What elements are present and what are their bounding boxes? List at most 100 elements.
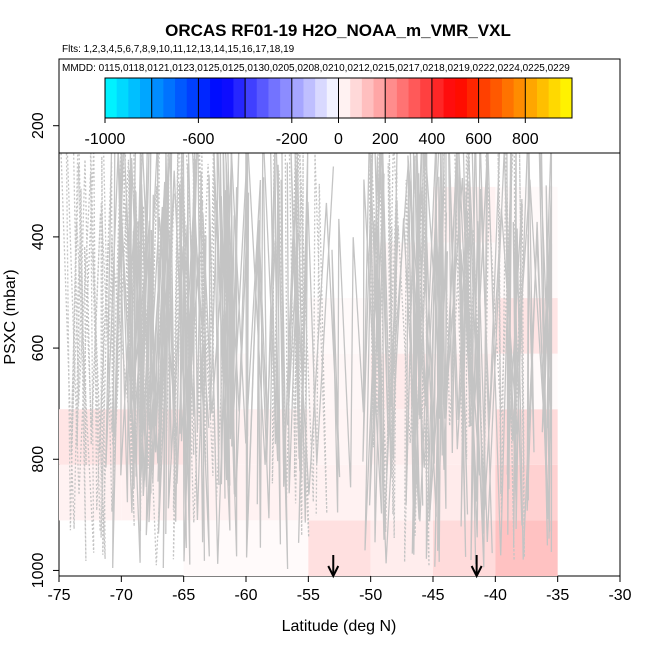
flights-label: Flts: 1,2,3,4,5,6,7,8,9,10,11,12,13,14,1… — [62, 44, 295, 55]
colorbar-swatch — [420, 78, 433, 118]
x-tick-label: -60 — [234, 587, 257, 604]
colorbar-swatch — [478, 78, 491, 118]
colorbar-swatch — [256, 78, 269, 118]
colorbar-swatch — [186, 78, 199, 118]
arrow-head — [470, 565, 483, 579]
data-cell — [495, 520, 558, 576]
colorbar-swatch — [315, 78, 328, 118]
y-tick-label: 1000 — [30, 553, 47, 589]
colorbar-swatch — [140, 78, 153, 118]
colorbar-swatch — [163, 78, 176, 118]
flight-trace — [295, 121, 335, 543]
y-axis-label: PSXC (mbar) — [2, 269, 19, 364]
x-axis-label: Latitude (deg N) — [282, 618, 397, 635]
flight-trace — [293, 125, 328, 516]
x-tick-label: -45 — [421, 587, 444, 604]
colorbar-ticks: -1000 -600 -200 0 200 400 600 800 — [85, 118, 539, 148]
colorbar-swatch — [361, 78, 375, 118]
colorbar-swatch — [105, 78, 118, 118]
colorbar-tick-label: -200 — [276, 131, 308, 148]
colorbar-tick-label: -600 — [182, 131, 214, 148]
colorbar — [104, 77, 573, 119]
colorbar-legend: MMDD: 0115,0118,0121,0123,0125,0125,0130… — [58, 58, 621, 154]
colorbar-swatch — [326, 78, 339, 118]
flight-trace — [166, 134, 195, 560]
colorbar-tick-label: -1000 — [85, 131, 126, 148]
x-axis: -75 -70 -65 -60 -55 -50 -45 -40 -35 -30 — [47, 576, 632, 604]
colorbar-swatch — [221, 78, 234, 118]
colorbar-swatch — [443, 78, 456, 118]
colorbar-swatch — [548, 78, 561, 118]
flight-trace — [59, 123, 102, 562]
y-tick-label: 200 — [30, 112, 47, 139]
flight-trace — [497, 135, 515, 561]
colorbar-swatch — [303, 78, 316, 118]
colorbar-swatch — [245, 78, 258, 118]
data-cell — [370, 520, 433, 576]
flight-trace — [403, 127, 430, 567]
x-tick-label: -65 — [172, 587, 195, 604]
arrow-head — [327, 565, 340, 579]
colorbar-swatch — [291, 78, 304, 118]
colorbar-swatch — [198, 78, 211, 118]
colorbar-swatch — [501, 78, 515, 118]
y-tick-label: 600 — [30, 335, 47, 362]
flight-trace — [112, 119, 178, 569]
flight-trace — [470, 126, 553, 561]
flight-trace — [184, 115, 215, 476]
flight-trace — [172, 125, 229, 523]
colorbar-swatch — [268, 78, 281, 118]
chart-title: ORCAS RF01-19 H2O_NOAA_m_VMR_VXL — [165, 21, 511, 40]
x-tick-label: -50 — [359, 587, 382, 604]
data-cell — [433, 520, 496, 576]
colorbar-swatch — [116, 78, 129, 118]
colorbar-tick-label: 400 — [419, 131, 446, 148]
marker-arrows — [327, 555, 483, 579]
flight-trace — [211, 120, 289, 570]
flight-trace — [284, 122, 310, 538]
colorbar-swatch — [396, 78, 410, 118]
colorbar-swatch — [151, 78, 164, 118]
colorbar-swatch — [338, 78, 351, 118]
colorbar-swatch — [560, 78, 573, 118]
colorbar-swatch — [373, 78, 386, 118]
colorbar-swatch — [490, 78, 503, 118]
data-cell — [246, 464, 309, 521]
colorbar-swatch — [385, 78, 398, 118]
colorbar-swatch — [513, 78, 526, 118]
y-axis: 200 400 600 800 1000 — [30, 112, 59, 588]
y-tick-label: 800 — [30, 446, 47, 473]
flight-trace — [460, 127, 481, 527]
colorbar-swatch — [128, 78, 141, 118]
colorbar-swatch — [525, 78, 538, 118]
x-tick-label: -30 — [608, 587, 631, 604]
colorbar-swatch — [280, 78, 293, 118]
colorbar-swatch — [466, 78, 480, 118]
flight-trace — [223, 130, 282, 545]
colorbar-swatch — [350, 78, 363, 118]
flight-trace — [65, 117, 129, 553]
x-tick-label: -40 — [484, 587, 507, 604]
flight-trace — [191, 136, 249, 557]
flight-trace — [368, 125, 398, 539]
x-tick-label: -70 — [110, 587, 133, 604]
x-tick-label: -55 — [297, 587, 320, 604]
colorbar-swatch — [210, 78, 223, 118]
colorbar-tick-label: 800 — [512, 131, 539, 148]
colorbar-tick-label: 200 — [372, 131, 399, 148]
colorbar-tick-label: 0 — [334, 131, 343, 148]
data-cell — [308, 520, 371, 576]
colorbar-tick-label: 600 — [465, 131, 492, 148]
colorbar-swatch — [536, 78, 550, 118]
x-tick-label: -75 — [47, 587, 70, 604]
flight-trace — [455, 118, 489, 534]
dates-label: MMDD: 0115,0118,0121,0123,0125,0125,0130… — [62, 63, 570, 74]
flight-trace — [137, 115, 188, 536]
colorbar-swatch — [408, 78, 421, 118]
flight-trace — [381, 114, 443, 536]
data-cell — [246, 520, 309, 576]
colorbar-swatch — [175, 78, 188, 118]
colorbar-swatch — [455, 78, 468, 118]
flight-trace — [66, 116, 135, 538]
